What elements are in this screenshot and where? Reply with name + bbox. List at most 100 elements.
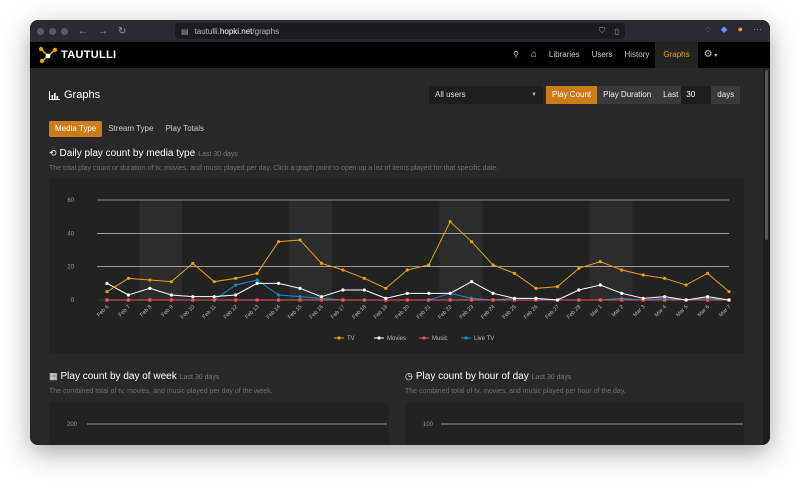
x-tick-label: Feb 17 bbox=[330, 304, 346, 320]
profile-icon[interactable]: ● bbox=[737, 24, 743, 34]
hour-chart[interactable]: 100 bbox=[405, 403, 744, 445]
url-prefix: tautulli. bbox=[194, 26, 220, 36]
scrollbar-thumb[interactable] bbox=[765, 70, 768, 240]
brand-logo[interactable]: TAUTULLI bbox=[38, 46, 116, 64]
data-point bbox=[427, 291, 431, 295]
data-point bbox=[405, 268, 409, 272]
legend-marker bbox=[422, 336, 426, 340]
x-tick-label: Feb 8 bbox=[139, 304, 153, 318]
data-point bbox=[555, 285, 560, 289]
x-tick-label: Feb 20 bbox=[394, 304, 410, 320]
menu-icon[interactable]: ··· bbox=[753, 24, 762, 34]
tab-stream-type[interactable]: Stream Type bbox=[108, 124, 154, 133]
maximize-window-button[interactable] bbox=[61, 27, 68, 35]
data-point bbox=[705, 271, 710, 275]
dow-section-title: ▦ Play count by day of week Last 30 days bbox=[49, 371, 219, 382]
data-point bbox=[577, 298, 581, 302]
daily-title-sub: Last 30 days bbox=[198, 151, 238, 158]
daily-chart[interactable]: 0 20 40 60 Feb 6 Feb 7 Feb 8 Feb 9 Feb 10 Feb 11 F… bbox=[49, 179, 744, 354]
dow-chart[interactable]: 200 bbox=[49, 403, 389, 445]
data-point bbox=[298, 286, 302, 290]
x-tick-label: Feb 15 bbox=[287, 304, 303, 320]
legend-marker bbox=[464, 336, 468, 340]
home-icon[interactable]: ⌂ bbox=[530, 49, 537, 60]
legend-label: Movies bbox=[387, 336, 406, 342]
address-url: tautulli.hopki.net/graphs bbox=[195, 27, 280, 36]
data-point bbox=[534, 298, 538, 302]
x-tick-label: Mar 5 bbox=[675, 304, 689, 318]
data-point bbox=[191, 298, 195, 302]
user-select[interactable]: All users ▼ bbox=[429, 86, 543, 104]
extension-icon[interactable]: ◆ bbox=[720, 24, 728, 34]
data-point bbox=[298, 294, 303, 299]
hour-section-title: ◷ Play count by hour of day Last 30 days bbox=[405, 371, 571, 382]
series-line-tv bbox=[106, 220, 730, 293]
data-point bbox=[362, 276, 366, 280]
data-point bbox=[319, 261, 324, 265]
reader-view-icon[interactable]: ▯ bbox=[614, 26, 619, 36]
play-duration-button[interactable]: Play Duration bbox=[597, 86, 658, 104]
x-tick-label: Feb 27 bbox=[544, 304, 560, 320]
x-tick-label: Feb 13 bbox=[244, 304, 260, 320]
nav-libraries[interactable]: Libraries bbox=[548, 50, 580, 59]
x-tick-label: Feb 26 bbox=[523, 304, 539, 320]
forward-arrow-icon[interactable]: → bbox=[98, 25, 108, 37]
browser-actions: ◌ ◆ ● ··· bbox=[705, 24, 762, 35]
data-point bbox=[512, 296, 517, 300]
graph-tabs: Media Type Stream Type Play Totals bbox=[49, 121, 210, 137]
data-point bbox=[470, 240, 474, 244]
tracking-shield-icon[interactable]: ⛉ bbox=[599, 26, 605, 35]
y-tick-label: 40 bbox=[67, 231, 74, 237]
data-point bbox=[126, 298, 131, 302]
close-window-button[interactable] bbox=[37, 27, 44, 35]
y-tick-label: 0 bbox=[71, 298, 75, 304]
settings-gear-icon[interactable]: ⚙ ▾ bbox=[703, 49, 718, 60]
url-host: hopki.net bbox=[219, 26, 253, 36]
data-point bbox=[105, 281, 109, 285]
dow-title-sub: Last 30 days bbox=[179, 374, 220, 381]
data-point bbox=[276, 281, 281, 285]
data-point bbox=[105, 298, 109, 302]
data-point bbox=[491, 298, 495, 302]
x-tick-label: Feb 23 bbox=[459, 304, 475, 320]
daily-title-text: Daily play count by media type bbox=[59, 148, 196, 159]
x-tick-label: Feb 12 bbox=[223, 304, 239, 320]
data-point bbox=[341, 268, 345, 272]
minimize-window-button[interactable] bbox=[49, 27, 56, 35]
legend-label: Live TV bbox=[474, 336, 494, 342]
nav-users[interactable]: Users bbox=[591, 50, 613, 59]
data-point bbox=[234, 293, 238, 297]
calendar-icon: ▦ bbox=[49, 371, 58, 381]
x-tick-label: Feb 14 bbox=[266, 304, 282, 320]
back-arrow-icon[interactable]: ← bbox=[78, 25, 88, 37]
address-bar[interactable]: ▤ tautulli.hopki.net/graphs ⛉ ▯ bbox=[175, 23, 625, 39]
nav-graphs[interactable]: Graphs bbox=[655, 42, 698, 68]
search-icon[interactable]: ⚲ bbox=[513, 50, 519, 59]
pocket-icon[interactable]: ◌ bbox=[705, 24, 711, 34]
main-nav: ⚲ ⌂ Libraries Users History Graphs ⚙ ▾ bbox=[507, 42, 723, 68]
graph-controls: All users ▼ Play Count Play Duration Las… bbox=[429, 86, 741, 104]
tab-play-totals[interactable]: Play Totals bbox=[165, 124, 204, 133]
reload-icon[interactable]: ↻ bbox=[118, 25, 127, 37]
hour-description: The combined total of tv, movies, and mu… bbox=[405, 388, 626, 395]
x-tick-label: Feb 25 bbox=[502, 304, 518, 320]
data-point bbox=[470, 280, 474, 284]
dow-title-text: Play count by day of week bbox=[60, 371, 177, 382]
data-point bbox=[255, 278, 260, 282]
hour-tick-label: 100 bbox=[423, 422, 434, 428]
tab-media-type[interactable]: Media Type bbox=[49, 121, 103, 137]
data-point bbox=[641, 298, 645, 302]
user-select-value: All users bbox=[435, 90, 466, 99]
x-tick-label: Mar 3 bbox=[632, 304, 646, 318]
play-count-button[interactable]: Play Count bbox=[546, 86, 598, 104]
page-scrollbar[interactable] bbox=[763, 68, 770, 445]
data-point bbox=[663, 276, 667, 280]
app-navbar: TAUTULLI ⚲ ⌂ Libraries Users History Gra… bbox=[30, 42, 770, 68]
nav-history[interactable]: History bbox=[624, 50, 650, 59]
data-point bbox=[191, 295, 195, 299]
page-info-icon[interactable]: ▤ bbox=[181, 26, 189, 36]
days-input[interactable]: 30 bbox=[681, 86, 712, 104]
data-point bbox=[341, 288, 345, 292]
data-point bbox=[534, 296, 538, 300]
data-point bbox=[427, 298, 431, 302]
